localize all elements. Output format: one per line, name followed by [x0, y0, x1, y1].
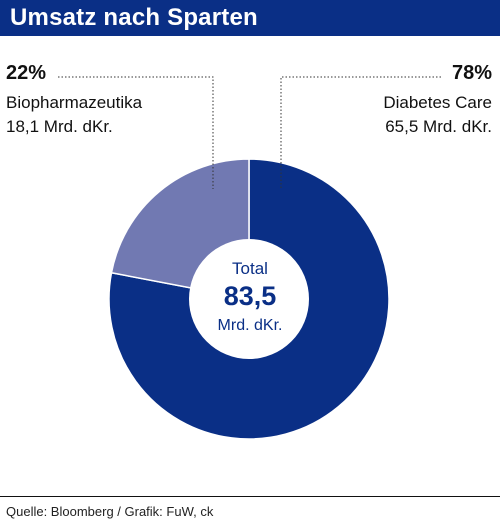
diabetes-percent: 78%	[451, 62, 492, 84]
source-note: Quelle: Bloomberg / Grafik: FuW, ck	[6, 504, 214, 519]
biopharma-name: Biopharmazeutika	[6, 93, 143, 112]
biopharma-value: 18,1 Mrd. dKr.	[6, 117, 113, 136]
center-total-label: Total	[232, 259, 268, 278]
biopharma-leader	[58, 76, 214, 189]
center-total-value: 83,5	[223, 281, 277, 311]
center-unit: Mrd. dKr.	[217, 317, 283, 334]
chart-title: Umsatz nach Sparten	[10, 4, 258, 31]
chart-header: Umsatz nach Sparten	[0, 0, 500, 36]
diabetes-name: Diabetes Care	[383, 93, 492, 112]
diabetes-value: 65,5 Mrd. dKr.	[385, 117, 492, 136]
footer-divider	[0, 496, 500, 497]
donut-hole	[189, 239, 309, 359]
biopharma-percent: 22%	[6, 62, 47, 84]
diabetes-leader	[280, 76, 441, 189]
